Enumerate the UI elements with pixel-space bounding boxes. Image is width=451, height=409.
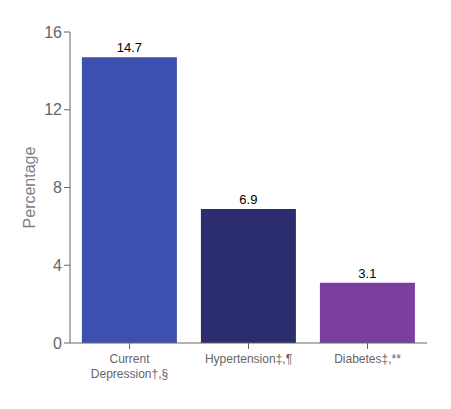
svg-text:3.1: 3.1 — [358, 266, 376, 281]
svg-text:6.9: 6.9 — [239, 192, 257, 207]
svg-text:8: 8 — [53, 179, 62, 196]
svg-text:CurrentDepression†,§: CurrentDepression†,§ — [91, 352, 168, 381]
svg-text:4: 4 — [53, 257, 62, 274]
svg-text:Hypertension‡,¶: Hypertension‡,¶ — [205, 352, 292, 366]
svg-text:16: 16 — [44, 24, 62, 41]
svg-text:14.7: 14.7 — [117, 40, 142, 55]
svg-text:0: 0 — [53, 335, 62, 352]
svg-text:12: 12 — [44, 101, 62, 118]
svg-text:Diabetes‡,**: Diabetes‡,** — [334, 352, 401, 366]
svg-text:Percentage: Percentage — [21, 146, 38, 228]
